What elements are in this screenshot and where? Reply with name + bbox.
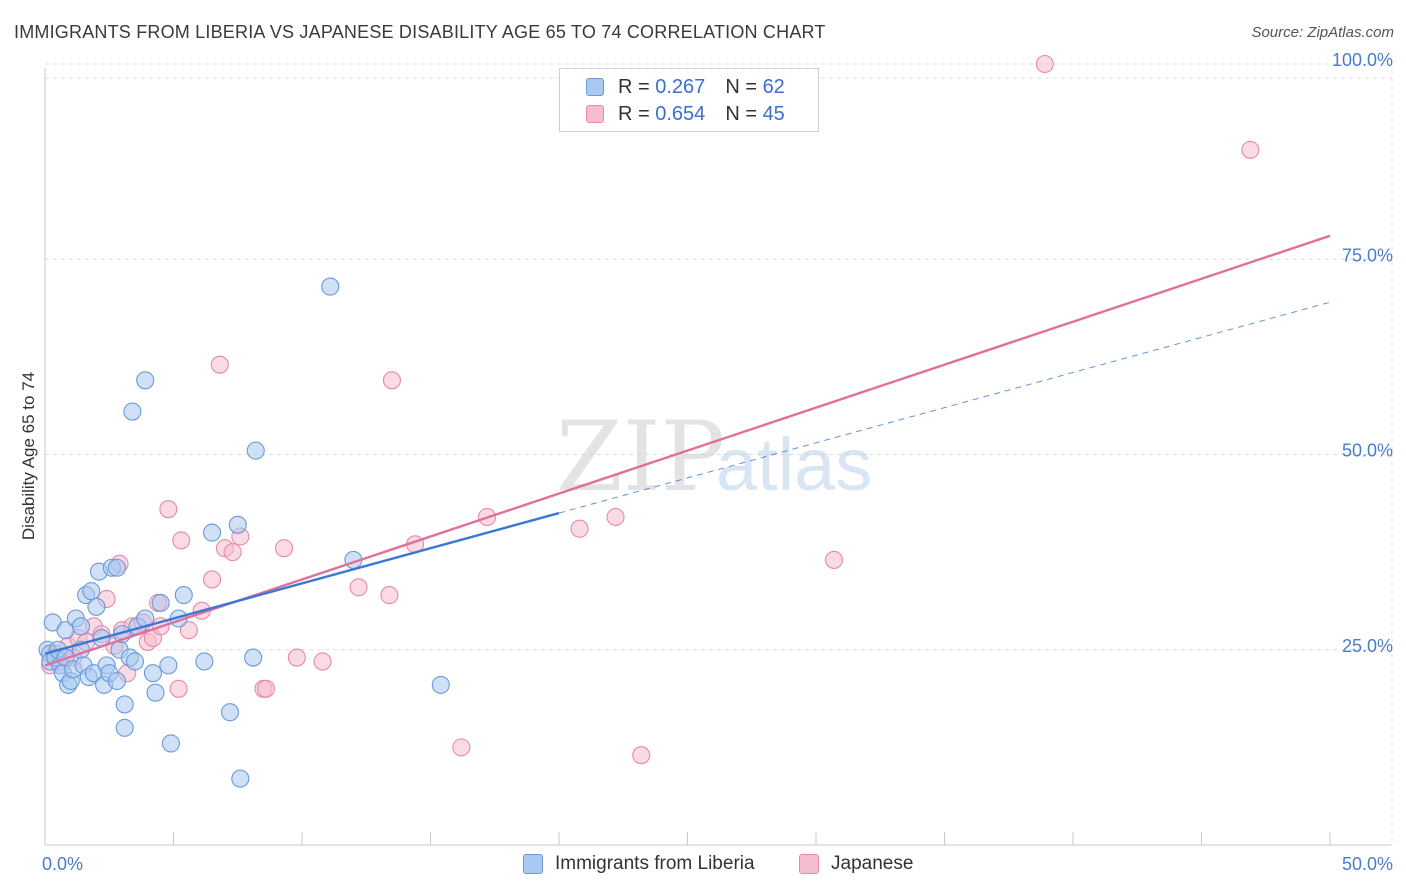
liberia-point bbox=[161, 734, 180, 753]
y-axis-label: Disability Age 65 to 74 bbox=[19, 372, 38, 540]
japanese-point bbox=[1035, 54, 1054, 74]
legend: R = 0.267 N = 62 R = 0.654 N = 45 bbox=[559, 68, 819, 132]
liberia-point bbox=[431, 675, 450, 694]
japanese-point bbox=[349, 578, 368, 597]
liberia-point bbox=[82, 582, 101, 601]
liberia-point bbox=[125, 652, 144, 671]
x-tick-label: 0.0% bbox=[42, 854, 83, 874]
legend-swatch-liberia bbox=[586, 78, 604, 96]
japanese-point bbox=[287, 648, 306, 667]
liberia-trendline bbox=[44, 511, 560, 655]
y-tick-label: 50.0% bbox=[1342, 441, 1393, 461]
legend-n-value: 62 bbox=[762, 75, 785, 98]
bottom-legend-label-liberia: Immigrants from Liberia bbox=[555, 853, 755, 874]
japanese-trendline bbox=[44, 234, 1331, 667]
liberia-point bbox=[321, 277, 340, 296]
liberia-point bbox=[228, 515, 247, 534]
japanese-point bbox=[382, 371, 402, 390]
legend-n-label: N = bbox=[725, 102, 757, 125]
japanese-point bbox=[606, 507, 625, 527]
legend-swatch-japanese bbox=[586, 105, 604, 123]
liberia-point bbox=[123, 402, 142, 421]
legend-r-label: R = bbox=[618, 102, 650, 125]
bottom-legend-japanese: Japanese bbox=[799, 851, 913, 877]
japanese-point bbox=[203, 570, 222, 589]
japanese-point bbox=[274, 539, 294, 558]
legend-n-label: N = bbox=[725, 75, 757, 98]
liberia-point bbox=[107, 671, 127, 691]
liberia-point bbox=[151, 593, 170, 612]
liberia-point bbox=[146, 683, 165, 702]
source-label: Source: ZipAtlas.com bbox=[1251, 24, 1394, 41]
japanese-point bbox=[1241, 140, 1260, 159]
bottom-legend-swatch-japanese bbox=[799, 854, 819, 874]
liberia-point bbox=[231, 769, 250, 788]
liberia-point bbox=[115, 718, 134, 737]
watermark-atlas: atlas bbox=[716, 423, 872, 506]
japanese-point bbox=[159, 500, 178, 519]
japanese-point bbox=[380, 586, 399, 605]
liberia-point bbox=[107, 558, 127, 577]
legend-n-value: 45 bbox=[762, 102, 785, 125]
legend-r-value: 0.267 bbox=[655, 75, 706, 98]
liberia-point bbox=[71, 617, 91, 636]
liberia-point bbox=[143, 664, 162, 683]
japanese-point bbox=[313, 652, 332, 671]
liberia-point bbox=[159, 656, 178, 675]
liberia-point bbox=[244, 648, 263, 667]
liberia-point bbox=[115, 695, 134, 714]
liberia-point bbox=[203, 523, 222, 542]
legend-row-japanese: R = 0.654 N = 45 bbox=[586, 101, 785, 127]
japanese-point bbox=[169, 679, 188, 698]
trendlines bbox=[44, 234, 1331, 667]
tick-labels: 25.0% 50.0% 75.0% 100.0% 0.0% 50.0% bbox=[42, 50, 1393, 874]
x-tick-label: 50.0% bbox=[1342, 854, 1393, 874]
japanese-point bbox=[824, 550, 844, 569]
watermark: ZIP atlas bbox=[556, 401, 872, 513]
japanese-point bbox=[632, 746, 651, 765]
japanese-point bbox=[179, 621, 198, 640]
grid-layer bbox=[45, 63, 1393, 845]
bottom-legend-liberia: Immigrants from Liberia bbox=[523, 851, 755, 877]
legend-r-label: R = bbox=[618, 75, 650, 98]
japanese-point bbox=[570, 519, 589, 538]
y-tick-label: 75.0% bbox=[1342, 245, 1393, 265]
axis-layer bbox=[44, 68, 1392, 846]
chart-title: IMMIGRANTS FROM LIBERIA VS JAPANESE DISA… bbox=[14, 22, 826, 42]
japanese-point bbox=[210, 355, 229, 374]
japanese-point bbox=[223, 543, 242, 562]
bottom-legend-label-japanese: Japanese bbox=[831, 853, 914, 874]
watermark-zip: ZIP bbox=[556, 401, 725, 513]
liberia-point bbox=[220, 703, 240, 722]
y-tick-label: 25.0% bbox=[1342, 636, 1393, 656]
liberia-trendline-extension bbox=[558, 301, 1331, 514]
liberia-point bbox=[136, 371, 155, 390]
legend-r-value: 0.654 bbox=[655, 102, 706, 125]
japanese-point bbox=[172, 531, 191, 550]
japanese-point bbox=[452, 738, 471, 757]
liberia-point bbox=[195, 652, 214, 671]
liberia-point bbox=[246, 441, 265, 460]
japanese-point bbox=[256, 679, 276, 698]
bottom-legend-swatch-liberia bbox=[523, 854, 543, 874]
liberia-point bbox=[174, 586, 193, 605]
legend-row-liberia: R = 0.267 N = 62 bbox=[586, 74, 785, 100]
y-tick-label: 100.0% bbox=[1332, 50, 1393, 70]
liberia-point bbox=[87, 597, 106, 616]
